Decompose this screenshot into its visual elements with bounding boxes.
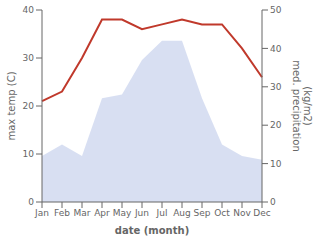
svg-text:0: 0	[270, 197, 276, 207]
svg-text:max temp (C): max temp (C)	[8, 71, 17, 140]
svg-text:0: 0	[28, 197, 34, 207]
svg-text:May: May	[113, 208, 132, 218]
svg-text:Aug: Aug	[173, 208, 191, 218]
svg-text:Sep: Sep	[194, 208, 211, 218]
svg-text:10: 10	[270, 159, 282, 169]
svg-text:Jan: Jan	[34, 208, 49, 218]
svg-text:Jul: Jul	[156, 208, 168, 218]
svg-text:Feb: Feb	[54, 208, 70, 218]
svg-text:date (month): date (month)	[115, 225, 189, 236]
svg-text:Mar: Mar	[74, 208, 91, 218]
svg-text:Oct: Oct	[214, 208, 230, 218]
svg-text:30: 30	[23, 53, 35, 63]
svg-text:(kg/m2): (kg/m2)	[302, 86, 311, 126]
svg-text:20: 20	[270, 120, 282, 130]
svg-text:med. precipitation: med. precipitation	[291, 60, 302, 152]
svg-text:50: 50	[270, 5, 282, 15]
svg-text:Apr: Apr	[94, 208, 110, 218]
svg-text:20: 20	[23, 101, 35, 111]
svg-text:Dec: Dec	[253, 208, 270, 218]
svg-text:Jun: Jun	[134, 208, 149, 218]
svg-text:10: 10	[23, 149, 35, 159]
svg-text:40: 40	[23, 5, 35, 15]
svg-text:Nov: Nov	[233, 208, 251, 218]
svg-text:30: 30	[270, 82, 282, 92]
svg-text:40: 40	[270, 44, 282, 54]
